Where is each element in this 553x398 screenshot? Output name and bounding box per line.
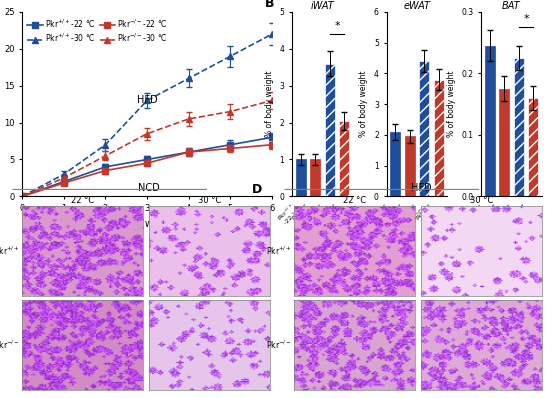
Y-axis label: % of body weight: % of body weight: [447, 71, 456, 137]
Text: HFD: HFD: [137, 96, 158, 105]
Y-axis label: % of body weight: % of body weight: [265, 71, 274, 137]
Y-axis label: Pkr$^{+/+}$: Pkr$^{+/+}$: [266, 244, 291, 257]
Y-axis label: Pkr$^{-/-}$: Pkr$^{-/-}$: [0, 339, 19, 351]
Title: 30 °C: 30 °C: [197, 196, 221, 205]
Text: *: *: [523, 14, 529, 24]
Text: NCD: NCD: [138, 183, 160, 193]
Title: BAT: BAT: [502, 1, 521, 11]
Bar: [310, 160, 320, 196]
X-axis label: Time (weeks): Time (weeks): [114, 219, 180, 228]
Y-axis label: % of body weight: % of body weight: [359, 71, 368, 137]
Legend: Pkr$^{+/+}$-22 °C, Pkr$^{+/+}$-30 °C, Pkr$^{-/-}$-22 °C, Pkr$^{-/-}$-30 °C: Pkr$^{+/+}$-22 °C, Pkr$^{+/+}$-30 °C, Pk…: [26, 16, 170, 46]
Y-axis label: Pkr$^{-/-}$: Pkr$^{-/-}$: [266, 339, 291, 351]
Title: 30 °C: 30 °C: [470, 196, 493, 205]
Bar: [405, 137, 415, 196]
Bar: [390, 132, 400, 196]
Bar: [325, 64, 335, 196]
Bar: [339, 121, 349, 196]
Bar: [434, 80, 444, 196]
Bar: [484, 46, 495, 196]
Bar: [528, 98, 538, 196]
Bar: [514, 58, 524, 196]
Title: 22 °C: 22 °C: [71, 196, 94, 205]
Bar: [419, 61, 429, 196]
Title: 22 °C: 22 °C: [343, 196, 366, 205]
Bar: [499, 89, 509, 196]
Text: HFD: HFD: [411, 183, 431, 193]
Text: D: D: [252, 183, 262, 196]
Y-axis label: Pkr$^{+/+}$: Pkr$^{+/+}$: [0, 244, 19, 257]
Text: B: B: [264, 0, 274, 10]
Text: *: *: [334, 21, 340, 31]
Bar: [296, 160, 306, 196]
Title: eWAT: eWAT: [404, 1, 430, 11]
Title: iWAT: iWAT: [311, 1, 335, 11]
